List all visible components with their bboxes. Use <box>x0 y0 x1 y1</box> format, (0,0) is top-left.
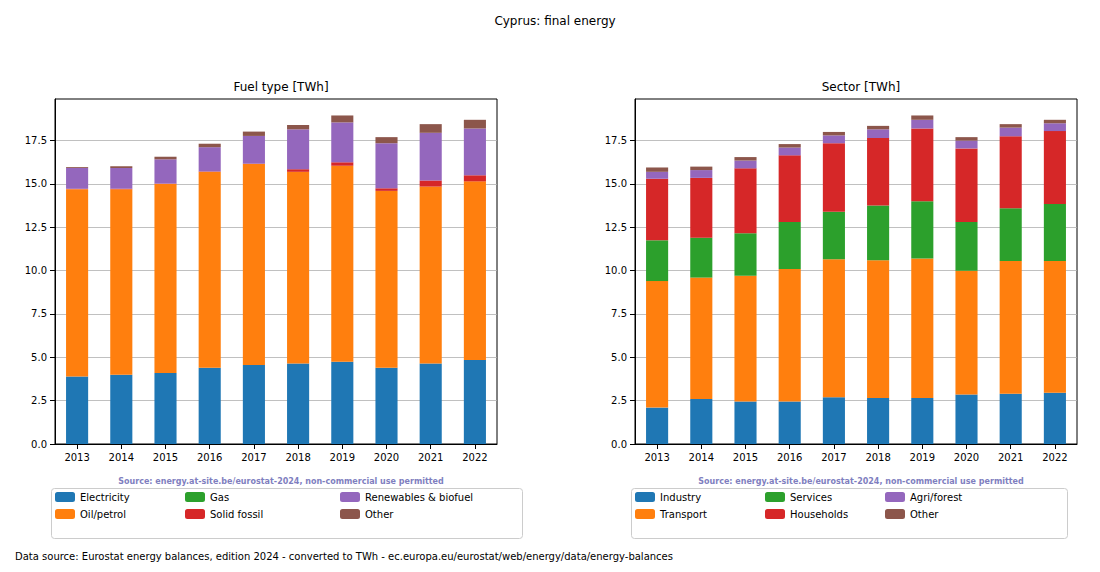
svg-text:Other: Other <box>910 509 939 520</box>
svg-text:2.5: 2.5 <box>31 395 47 406</box>
svg-text:Source: energy.at-site.be/euro: Source: energy.at-site.be/eurostat-2024,… <box>698 477 1024 486</box>
svg-text:Oil/petrol: Oil/petrol <box>80 509 126 520</box>
svg-text:17.5: 17.5 <box>605 135 627 146</box>
svg-text:Transport: Transport <box>659 509 707 520</box>
svg-text:2021: 2021 <box>418 452 443 463</box>
svg-text:5.0: 5.0 <box>31 352 47 363</box>
svg-text:2017: 2017 <box>241 452 266 463</box>
svg-text:Source: energy.at-site.be/euro: Source: energy.at-site.be/eurostat-2024,… <box>118 477 444 486</box>
svg-text:Households: Households <box>790 509 848 520</box>
svg-text:2016: 2016 <box>777 452 802 463</box>
svg-text:2021: 2021 <box>998 452 1023 463</box>
svg-text:2015: 2015 <box>153 452 178 463</box>
svg-text:0.0: 0.0 <box>611 439 627 450</box>
svg-text:17.5: 17.5 <box>25 135 47 146</box>
svg-text:2020: 2020 <box>954 452 979 463</box>
svg-text:5.0: 5.0 <box>611 352 627 363</box>
svg-text:Data source: Eurostat energy b: Data source: Eurostat energy balances, e… <box>15 551 673 562</box>
svg-text:2019: 2019 <box>910 452 935 463</box>
svg-text:2015: 2015 <box>733 452 758 463</box>
svg-text:2019: 2019 <box>330 452 355 463</box>
svg-text:Electricity: Electricity <box>80 492 130 503</box>
svg-text:2020: 2020 <box>374 452 399 463</box>
svg-text:2018: 2018 <box>285 452 310 463</box>
svg-text:Agri/forest: Agri/forest <box>910 492 962 503</box>
svg-text:2017: 2017 <box>821 452 846 463</box>
svg-text:Renewables & biofuel: Renewables & biofuel <box>365 492 473 503</box>
svg-text:10.0: 10.0 <box>605 265 627 276</box>
svg-text:7.5: 7.5 <box>611 308 627 319</box>
svg-text:2016: 2016 <box>197 452 222 463</box>
svg-text:12.5: 12.5 <box>25 222 47 233</box>
svg-text:Cyprus: final energy: Cyprus: final energy <box>494 14 615 28</box>
svg-text:2013: 2013 <box>644 452 669 463</box>
svg-text:2013: 2013 <box>64 452 89 463</box>
svg-text:10.0: 10.0 <box>25 265 47 276</box>
svg-text:12.5: 12.5 <box>605 222 627 233</box>
svg-text:Solid fossil: Solid fossil <box>210 509 263 520</box>
svg-text:0.0: 0.0 <box>31 439 47 450</box>
svg-text:Industry: Industry <box>660 492 701 503</box>
svg-text:Gas: Gas <box>210 492 229 503</box>
svg-text:15.0: 15.0 <box>25 178 47 189</box>
svg-text:Fuel type [TWh]: Fuel type [TWh] <box>233 80 328 94</box>
svg-text:15.0: 15.0 <box>605 178 627 189</box>
svg-text:Services: Services <box>790 492 832 503</box>
svg-text:7.5: 7.5 <box>31 308 47 319</box>
svg-text:2014: 2014 <box>109 452 134 463</box>
svg-text:2014: 2014 <box>689 452 714 463</box>
svg-text:2.5: 2.5 <box>611 395 627 406</box>
svg-text:Sector [TWh]: Sector [TWh] <box>822 80 901 94</box>
svg-text:Other: Other <box>365 509 394 520</box>
svg-text:2022: 2022 <box>462 452 487 463</box>
svg-text:2018: 2018 <box>865 452 890 463</box>
svg-text:2022: 2022 <box>1042 452 1067 463</box>
